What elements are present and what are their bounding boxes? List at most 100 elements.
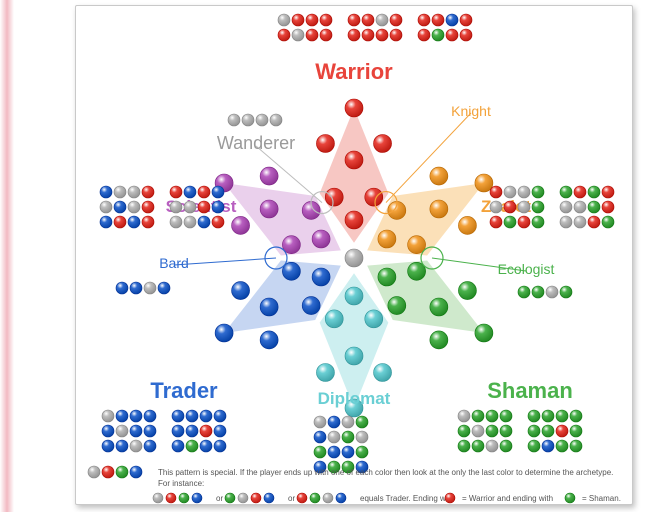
footer-lead-bead (102, 466, 114, 478)
code-warrior (418, 29, 430, 41)
zealot-dot (475, 174, 493, 192)
code-scientist (184, 201, 196, 213)
code-diplomat (356, 431, 368, 443)
label-diplomat: Diplomat (318, 389, 391, 408)
code-wanderer (256, 114, 268, 126)
code-warrior (292, 29, 304, 41)
code-bard (158, 282, 170, 294)
code-warrior (446, 14, 458, 26)
code-ecologist (532, 286, 544, 298)
code-trader (116, 410, 128, 422)
leader-bard (174, 258, 276, 265)
code-zealot (518, 186, 530, 198)
code-scientist (142, 201, 154, 213)
code-trader (214, 425, 226, 437)
code-warrior (292, 14, 304, 26)
code-warrior (320, 14, 332, 26)
diplomat-dot (345, 287, 363, 305)
code-trader (130, 425, 142, 437)
code-zealot (504, 186, 516, 198)
diplomat-dot (374, 363, 392, 381)
code-diplomat (342, 446, 354, 458)
code-warrior (362, 29, 374, 41)
label-trader: Trader (150, 378, 218, 403)
trader-dot (215, 324, 233, 342)
code-warrior (390, 14, 402, 26)
code-zealot (588, 201, 600, 213)
footer-ex-bead (323, 493, 333, 503)
code-bard (116, 282, 128, 294)
footer-ex-bead (238, 493, 248, 503)
scientist-dot (260, 167, 278, 185)
code-scientist (142, 186, 154, 198)
code-trader (102, 425, 114, 437)
footer-ex-bead (166, 493, 176, 503)
code-shaman (542, 440, 554, 452)
footer-lead-bead (88, 466, 100, 478)
code-trader (200, 410, 212, 422)
code-trader (116, 425, 128, 437)
zealot-dot (458, 216, 476, 234)
label-ecologist: Ecologist (498, 261, 555, 277)
code-warrior (460, 14, 472, 26)
code-diplomat (328, 446, 340, 458)
code-zealot (532, 201, 544, 213)
label-warrior: Warrior (315, 59, 393, 84)
code-warrior (376, 29, 388, 41)
code-shaman (472, 440, 484, 452)
code-zealot (602, 216, 614, 228)
code-trader (172, 440, 184, 452)
code-diplomat (314, 431, 326, 443)
code-scientist (212, 216, 224, 228)
code-shaman (472, 410, 484, 422)
trader-dot (312, 268, 330, 286)
code-shaman (556, 410, 568, 422)
code-warrior (306, 14, 318, 26)
code-diplomat (328, 416, 340, 428)
code-warrior (376, 14, 388, 26)
code-zealot (490, 186, 502, 198)
code-shaman (486, 425, 498, 437)
code-zealot (588, 186, 600, 198)
code-zealot (490, 216, 502, 228)
code-diplomat (356, 416, 368, 428)
code-trader (214, 440, 226, 452)
trader-dot (260, 331, 278, 349)
warrior-dot (325, 188, 343, 206)
code-wanderer (242, 114, 254, 126)
code-warrior (348, 14, 360, 26)
code-bard (144, 282, 156, 294)
code-warrior (362, 14, 374, 26)
warrior-dot (316, 135, 334, 153)
label-shaman: Shaman (487, 378, 573, 403)
label-bard: Bard (159, 255, 189, 271)
code-scientist (128, 216, 140, 228)
code-zealot (560, 201, 572, 213)
code-shaman (500, 440, 512, 452)
code-diplomat (314, 416, 326, 428)
code-trader (172, 425, 184, 437)
code-shaman (528, 440, 540, 452)
code-shaman (458, 440, 470, 452)
footer-tail2: = Shaman. (582, 494, 621, 503)
warrior-dot (374, 135, 392, 153)
zealot-dot (430, 167, 448, 185)
shaman-dot (378, 268, 396, 286)
trader-dot (232, 282, 250, 300)
footer-tail1: = Warrior and ending with (462, 494, 553, 503)
code-ecologist (518, 286, 530, 298)
footer-tail-bead (445, 493, 455, 503)
code-zealot (504, 216, 516, 228)
code-zealot (560, 186, 572, 198)
code-warrior (278, 29, 290, 41)
code-bard (130, 282, 142, 294)
footer-ex-bead (251, 493, 261, 503)
code-shaman (570, 425, 582, 437)
code-scientist (170, 216, 182, 228)
code-scientist (170, 186, 182, 198)
code-scientist (198, 216, 210, 228)
code-zealot (518, 201, 530, 213)
footer-ex-tail: equals Trader. Ending with (360, 494, 454, 503)
diagram-svg: WarriorZealotShamanDiplomatTraderScienti… (76, 6, 632, 504)
code-warrior (446, 29, 458, 41)
